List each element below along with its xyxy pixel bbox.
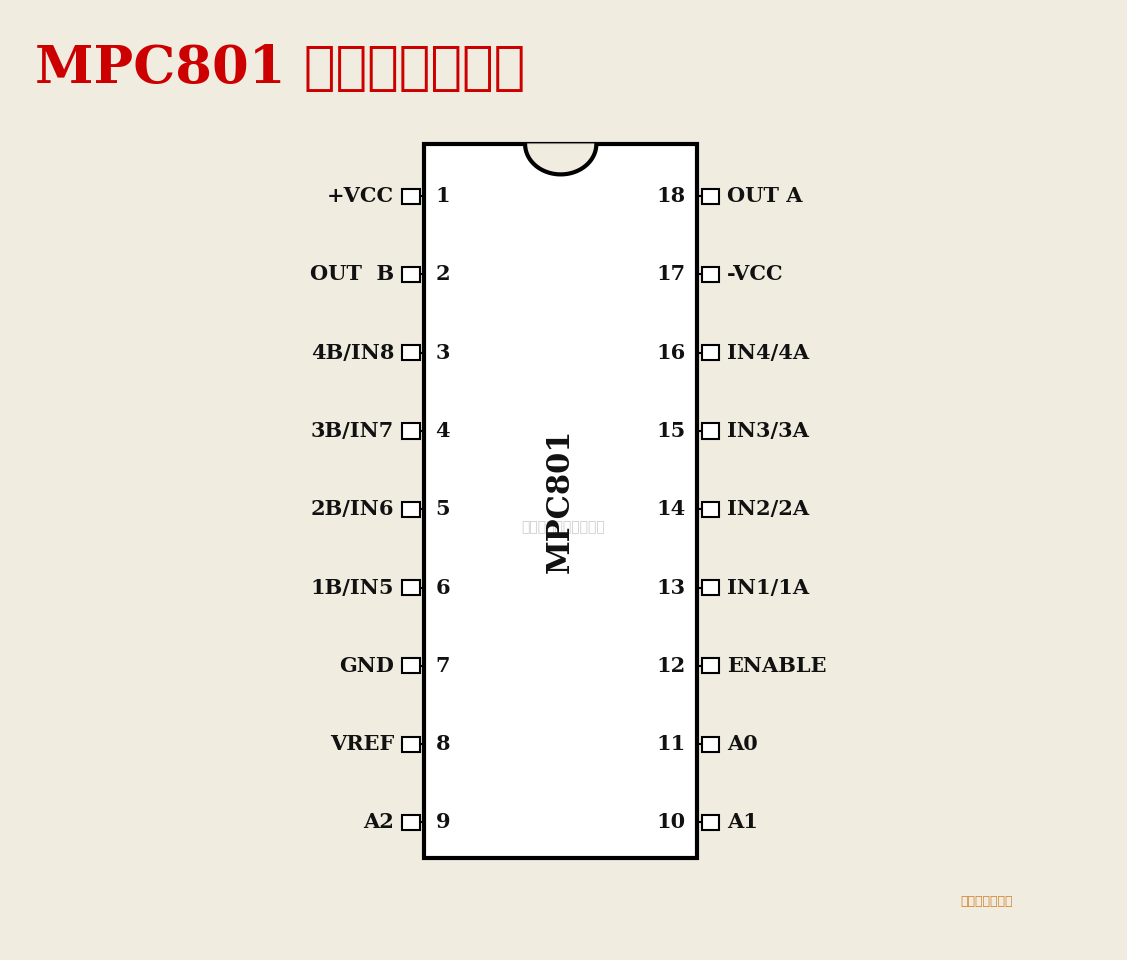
Text: ENABLE: ENABLE [727,656,826,676]
Text: 18: 18 [657,186,686,206]
Text: MPC801: MPC801 [545,429,576,573]
Text: MPC801 模拟多路变换器: MPC801 模拟多路变换器 [35,43,525,94]
Text: IN2/2A: IN2/2A [727,499,809,519]
Text: -VCC: -VCC [727,264,783,284]
Text: 13: 13 [657,578,686,598]
Bar [402,736,420,752]
Bar [402,423,420,439]
Bar [402,188,420,204]
Text: 16: 16 [657,343,686,363]
Text: 维库电子市场网: 维库电子市场网 [960,895,1013,907]
Bar [402,346,420,360]
Text: +VCC: +VCC [327,186,394,206]
Text: 3B/IN7: 3B/IN7 [311,421,394,441]
Text: 2B/IN6: 2B/IN6 [311,499,394,519]
Bar [402,502,420,516]
Text: OUT  B: OUT B [310,264,394,284]
Text: 4B/IN8: 4B/IN8 [311,343,394,363]
Text: 5: 5 [435,499,450,519]
Text: IN4/4A: IN4/4A [727,343,809,363]
Text: VREF: VREF [330,734,394,755]
Text: OUT A: OUT A [727,186,802,206]
Text: 1B/IN5: 1B/IN5 [311,578,394,598]
Text: 10: 10 [657,812,686,832]
Bar [701,423,719,439]
Text: 15: 15 [657,421,686,441]
Text: A0: A0 [727,734,757,755]
Text: 6: 6 [435,578,450,598]
Text: 1: 1 [435,186,450,206]
Bar [425,144,698,858]
Text: 3: 3 [435,343,450,363]
Bar [701,659,719,674]
Text: IN3/3A: IN3/3A [727,421,809,441]
Text: 12: 12 [657,656,686,676]
Text: 7: 7 [435,656,450,676]
Text: 11: 11 [657,734,686,755]
Text: A1: A1 [727,812,758,832]
Text: IN1/1A: IN1/1A [727,578,809,598]
Bar [701,346,719,360]
Text: 9: 9 [435,812,450,832]
Text: 14: 14 [657,499,686,519]
Bar [402,659,420,674]
Bar [701,267,719,282]
Text: 4: 4 [435,421,450,441]
Text: 8: 8 [435,734,450,755]
Bar [701,736,719,752]
Text: GND: GND [339,656,394,676]
Polygon shape [525,144,596,175]
Text: A2: A2 [363,812,394,832]
Bar [402,267,420,282]
Text: 江苏吉葬科技有限公司: 江苏吉葬科技有限公司 [522,520,605,535]
Text: 17: 17 [657,264,686,284]
Text: 2: 2 [435,264,450,284]
Bar [701,815,719,830]
Bar [701,188,719,204]
Bar [402,815,420,830]
Bar [402,580,420,595]
Bar [701,502,719,516]
Bar [701,580,719,595]
